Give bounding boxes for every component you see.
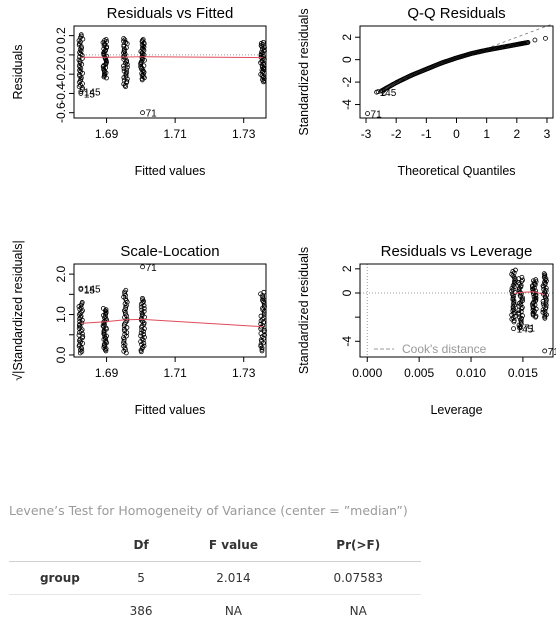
y-tick-label: -0.6	[54, 102, 68, 123]
x-tick-label: 0.005	[404, 366, 434, 380]
x-tick-label: -3	[361, 127, 372, 141]
outlier-point	[141, 111, 145, 115]
table-header-row: Df F value Pr(>F)	[9, 529, 421, 562]
y-tick-label: 0.2	[54, 27, 68, 44]
x-tick-label: 0	[453, 127, 460, 141]
table-row: group 5 2.014 0.07583	[9, 562, 421, 595]
y-axis-label: Standardized residuals	[297, 8, 311, 135]
y-tick-label: 0	[340, 56, 354, 63]
y-tick-label: -0.2	[54, 64, 68, 85]
x-tick-label: 1.69	[95, 366, 119, 380]
y-tick-label: -4	[340, 99, 354, 110]
x-tick-label: 1.73	[232, 366, 256, 380]
y-tick-label: -2	[340, 76, 354, 87]
x-tick-label: 1.71	[163, 127, 187, 141]
x-tick-label: 1.69	[95, 127, 119, 141]
chart-title: Residuals vs Fitted	[107, 5, 234, 22]
y-tick-label: -4	[340, 336, 354, 347]
outlier-label: 71	[548, 347, 556, 358]
x-tick-label: 3	[544, 127, 551, 141]
outlier-label: 2	[381, 88, 387, 99]
outlier-point	[512, 327, 516, 331]
data-points	[366, 36, 548, 115]
x-axis-label: Leverage	[430, 403, 482, 417]
data-points	[510, 268, 549, 353]
header-p-value: Pr(>F)	[296, 529, 421, 562]
levene-caption: Levene’s Test for Homogeneity of Varianc…	[9, 503, 408, 518]
outlier-point	[533, 38, 537, 42]
x-tick-label: -2	[391, 127, 402, 141]
y-tick-label: 2	[340, 34, 354, 41]
data-points	[77, 33, 267, 115]
x-tick-label: 0.015	[508, 366, 538, 380]
cell-p-value: NA	[296, 595, 421, 627]
chart-title: Residuals vs Leverage	[381, 243, 533, 260]
chart-title: Scale-Location	[120, 243, 219, 260]
y-tick-label: 2.0	[54, 265, 68, 282]
chart-title: Q-Q Residuals	[407, 5, 505, 22]
y-tick-label: 0.0	[54, 346, 68, 363]
legend-label: Cook's distance	[402, 342, 487, 356]
y-axis-label: √|Standardized residuals|	[11, 240, 25, 381]
chart-panel-4: Residuals vs Leverage7114571Cook's dista…	[297, 243, 556, 417]
smoother-line	[81, 57, 263, 58]
row-name	[9, 595, 111, 627]
outlier-label: 15	[84, 285, 96, 296]
x-tick-label: 1	[483, 127, 490, 141]
levene-table: Df F value Pr(>F) group 5 2.014 0.07583 …	[9, 529, 421, 627]
x-axis-label: Fitted values	[135, 164, 206, 178]
outlier-point	[366, 112, 370, 116]
outlier-point	[543, 36, 547, 40]
y-tick-label: 0	[340, 289, 354, 296]
outlier-label: 71	[371, 110, 383, 121]
x-tick-label: 1.73	[232, 127, 256, 141]
y-axis-label: Residuals	[11, 45, 25, 100]
x-tick-label: 0.010	[456, 366, 486, 380]
y-axis-label: Standardized residuals	[297, 247, 311, 374]
cell-p-value: 0.07583	[296, 562, 421, 595]
cell-df: 5	[111, 562, 172, 595]
x-axis-label: Fitted values	[135, 403, 206, 417]
y-tick-label: 2	[340, 265, 354, 272]
row-name: group	[9, 562, 111, 595]
cell-f-value: 2.014	[171, 562, 295, 595]
data-points	[77, 265, 267, 355]
y-tick-label: 1.0	[54, 306, 68, 323]
smoother-line	[81, 319, 263, 326]
x-tick-label: 0.000	[352, 366, 382, 380]
x-axis-label: Theoretical Quantiles	[397, 164, 515, 178]
outlier-point	[141, 265, 145, 269]
outlier-point	[543, 349, 547, 353]
header-f-value: F value	[171, 529, 295, 562]
x-tick-label: 2	[513, 127, 520, 141]
plot-frame	[360, 26, 553, 118]
outlier-label: 71	[524, 323, 536, 334]
table-row: 386 NA NA	[9, 595, 421, 627]
x-tick-label: -1	[421, 127, 432, 141]
cell-df: 386	[111, 595, 172, 627]
cell-f-value: NA	[171, 595, 295, 627]
x-tick-label: 1.71	[163, 366, 187, 380]
outlier-label: 15	[84, 89, 96, 100]
y-tick-label: 0.0	[54, 46, 68, 63]
header-df: Df	[111, 529, 172, 562]
y-tick-label: -0.4	[54, 83, 68, 104]
header-rowname	[9, 529, 111, 562]
